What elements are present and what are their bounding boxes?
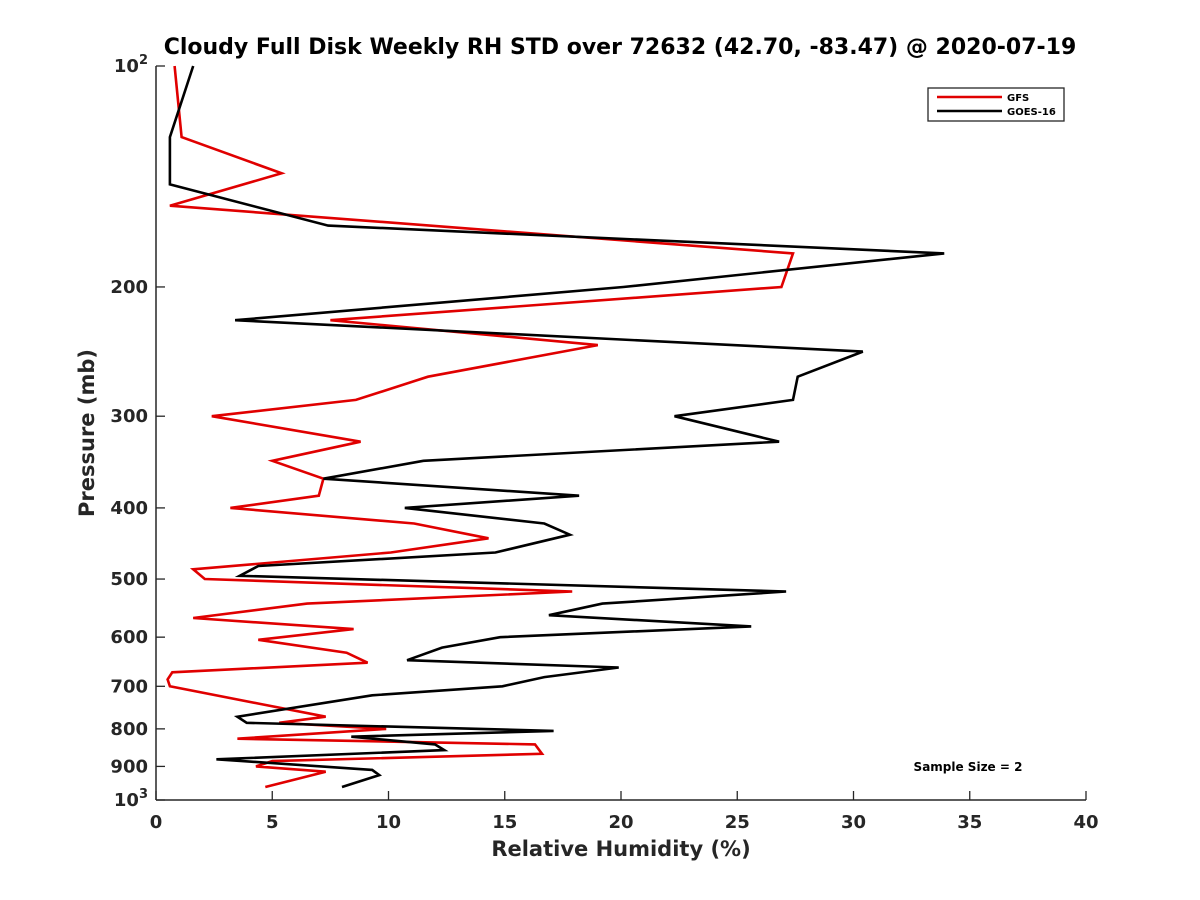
y-axis-ticks: 102 200 300 400 500 600 700 800 900 103 [110, 53, 165, 811]
sample-size-annotation: Sample Size = 2 [914, 760, 1023, 774]
legend-label-gfs: GFS [1007, 93, 1029, 104]
x-tick-label: 0 [150, 812, 163, 833]
y-axis-label: Pressure (mb) [75, 349, 99, 517]
x-tick-label: 10 [376, 812, 401, 833]
series-line-gfs [166, 65, 795, 789]
x-tick-label: 5 [266, 812, 279, 833]
y-tick-label: 300 [110, 406, 148, 427]
x-tick-label: 20 [608, 812, 633, 833]
y-tick-label: 900 [110, 756, 148, 777]
plot-area: 0 5 10 15 20 25 30 35 40 102 200 300 400 500 600 700 80… [110, 53, 1098, 833]
legend: GFS GOES-16 [927, 87, 1065, 122]
y-tick-label: 102 [114, 53, 148, 77]
x-axis-ticks: 0 5 10 15 20 25 30 35 40 [150, 791, 1099, 833]
legend-box [927, 87, 1065, 122]
y-tick-label: 500 [110, 569, 148, 590]
series-line-goes16 [168, 65, 945, 789]
x-axis-label: Relative Humidity (%) [491, 837, 750, 861]
y-tick-label: 800 [110, 719, 148, 740]
chart-title: Cloudy Full Disk Weekly RH STD over 7263… [164, 35, 1077, 60]
x-tick-label: 35 [957, 812, 982, 833]
x-tick-label: 30 [841, 812, 866, 833]
y-tick-label: 400 [110, 498, 148, 519]
x-tick-label: 40 [1073, 812, 1098, 833]
y-tick-label: 600 [110, 627, 148, 648]
x-tick-label: 25 [725, 812, 750, 833]
y-tick-label: 200 [110, 277, 148, 298]
x-tick-label: 15 [492, 812, 517, 833]
series-layer [166, 65, 945, 789]
y-tick-label: 700 [110, 676, 148, 697]
y-tick-label: 103 [114, 787, 148, 811]
legend-label-goes16: GOES-16 [1007, 107, 1056, 118]
